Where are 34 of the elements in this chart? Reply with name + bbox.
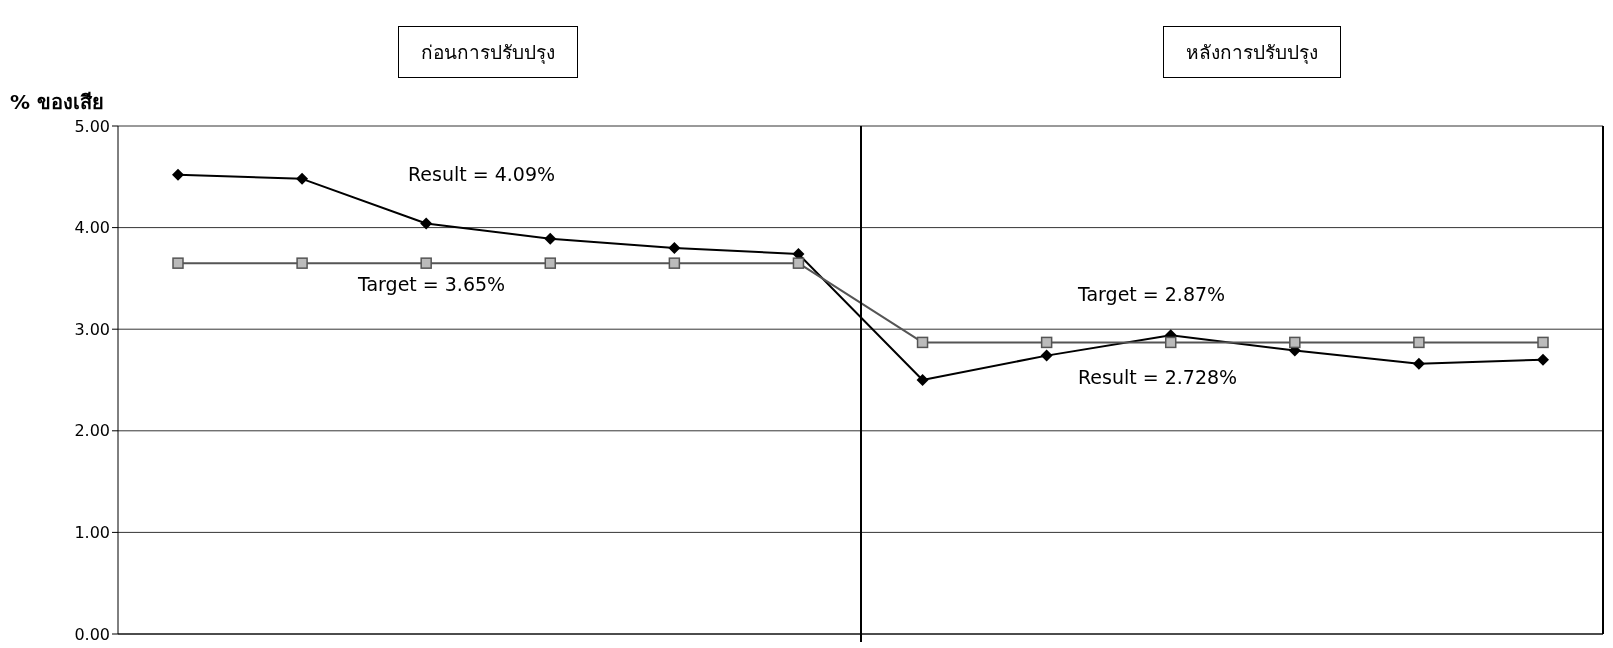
point (668, 241, 681, 254)
text: ก่อนการปรับปรุง (398, 26, 578, 78)
point (1040, 336, 1053, 349)
point (916, 336, 929, 349)
point (1413, 336, 1425, 349)
text: หลังการปรับปรุง (1163, 26, 1341, 78)
point (296, 257, 308, 269)
point (420, 217, 433, 230)
y-tick-label: 0.00 (74, 624, 110, 644)
point (172, 257, 184, 269)
point (792, 257, 805, 269)
y-tick-label: 3.00 (74, 319, 110, 339)
point (1537, 353, 1549, 366)
y-tick-label: 1.00 (74, 523, 110, 543)
point (172, 168, 184, 181)
y-tick-label: 2.00 (74, 421, 110, 441)
y-axis-title: % ของเสีย (10, 89, 105, 116)
point (544, 257, 557, 269)
point (668, 257, 681, 269)
point (544, 232, 557, 245)
annotation: Target = 3.65% (358, 273, 506, 295)
point (1040, 349, 1053, 362)
point (1289, 336, 1301, 349)
point (1164, 336, 1177, 349)
annotation: Result = 2.728% (1078, 366, 1238, 388)
point (1537, 336, 1549, 349)
point (916, 374, 929, 386)
annotation: Target = 2.87% (1078, 283, 1226, 305)
y-tick-label: 4.00 (74, 218, 110, 238)
point (420, 257, 432, 269)
point (296, 172, 309, 185)
point (1412, 357, 1425, 370)
annotation: Result = 4.09% (408, 163, 556, 185)
y-tick-label: 5.00 (74, 116, 110, 136)
